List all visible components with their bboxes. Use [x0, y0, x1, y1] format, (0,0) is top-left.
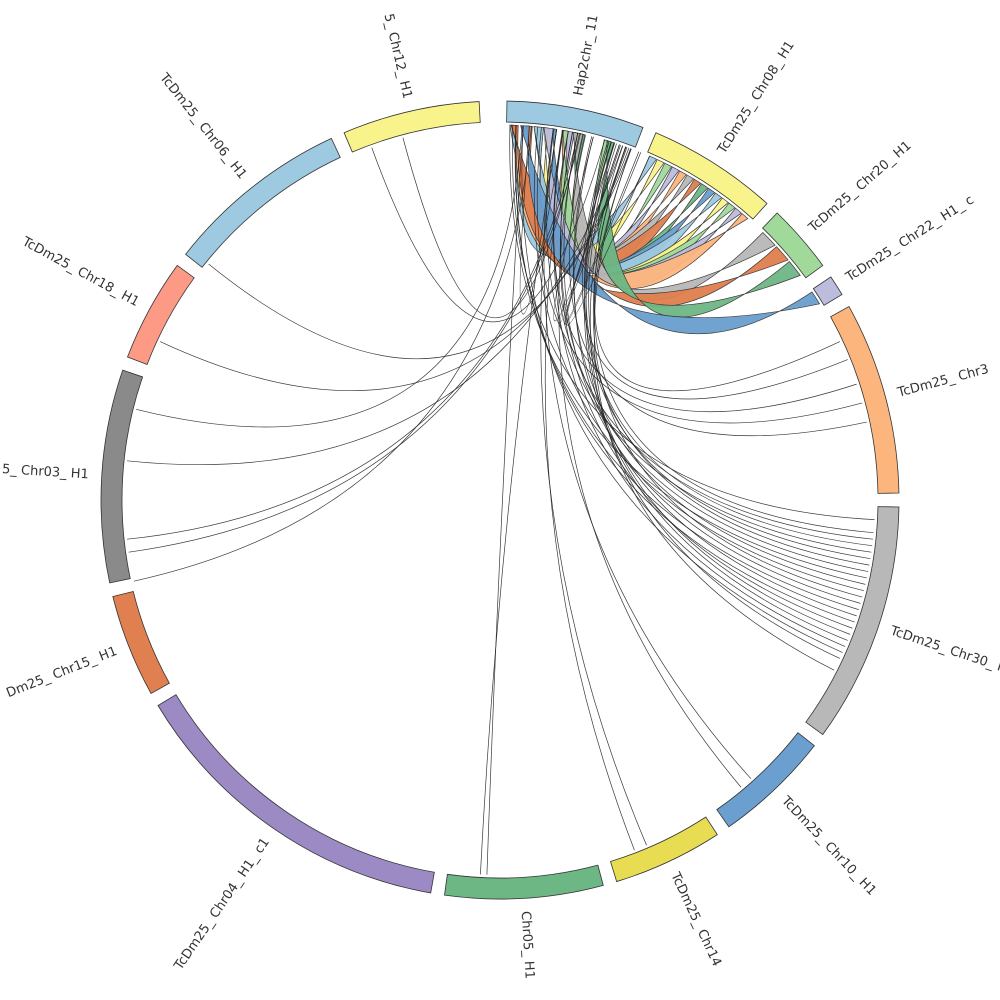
link-line: [480, 129, 558, 875]
link-line: [560, 132, 869, 572]
label-tcdm25-chr10-h1: TcDm25_ Chr10_ H1: [777, 793, 878, 899]
link-line: [208, 148, 631, 359]
link-line: [583, 141, 871, 560]
link-line: [509, 125, 867, 579]
segment-chr05-h1: [444, 864, 604, 900]
link-line: [569, 134, 867, 436]
link-line: [133, 126, 532, 582]
link-line: [592, 146, 863, 598]
segment-5-chr12-h1: [343, 101, 481, 153]
link-line: [581, 140, 848, 400]
chromosome-ring: [100, 100, 900, 900]
link-layer: [127, 124, 875, 875]
segment-tcdm25-chr04-h1-c1: [157, 694, 435, 894]
label-dm25-chr15-h1: Dm25_ Chr15_ H1: [4, 644, 119, 701]
segment-tcdm25-chr10-h1: [716, 732, 815, 828]
link-line: [371, 139, 606, 323]
link-line: [136, 125, 523, 428]
label-tcdm25-chr06-h1: TcDm25_ Chr06_ H1: [156, 70, 250, 182]
segment-tcdm25-chr14: [610, 816, 718, 883]
segment-dm25-chr15-h1: [112, 590, 170, 694]
label-tcdm25-chr18-h1: TcDm25_ Chr18_ H1: [19, 234, 142, 310]
link-line: [515, 125, 855, 623]
link-line: [534, 126, 864, 592]
label-5-chr03-h1: 5_ Chr03_ H1: [2, 462, 90, 482]
label-tcdm25-chr3: TcDm25_ Chr3: [895, 362, 990, 401]
link-line: [128, 133, 581, 553]
link-line: [127, 133, 579, 540]
label-tcdm25-chr14: TcDm25_ Chr14: [667, 869, 724, 969]
segment-tcdm25-chr18-h1: [126, 264, 195, 366]
link-line: [572, 136, 866, 585]
link-ribbon: [520, 125, 821, 335]
link-line: [573, 136, 857, 617]
link-line: [558, 133, 742, 788]
label-tcdm25-chr30-h: TcDm25_ Chr30_ H: [887, 623, 1000, 676]
segment-tcdm25-chr20-h1: [762, 212, 824, 279]
label-tcdm25-chr22-h1-c: TcDm25_ Chr22_ H1_ c: [843, 193, 977, 286]
link-line: [589, 145, 841, 659]
link-line: [585, 142, 851, 635]
label-chr05-h1: Chr05_ H1: [518, 911, 537, 980]
segment-5-chr03-h1: [100, 369, 144, 584]
link-line: [544, 131, 635, 851]
segment-tcdm25-chr30-h: [805, 506, 900, 736]
segment-tcdm25-chr06-h1: [185, 137, 341, 268]
label-5-chr12-h1: 5_ Chr12_ H1: [380, 12, 414, 100]
label-tcdm25-chr08-h1: TcDm25_ Chr08_ H1: [715, 38, 798, 157]
segment-tcdm25-chr3: [830, 306, 900, 494]
link-line: [594, 148, 841, 392]
segment-tcdm25-chr08-h1: [647, 132, 768, 220]
link-line: [159, 147, 630, 392]
segment-tcdm25-chr22-h1-c: [812, 276, 843, 306]
label-hap2chr-11: Hap2chr_ 11: [571, 13, 601, 97]
segment-hap2chr-11: [506, 100, 644, 148]
link-line: [486, 125, 524, 875]
label-tcdm25-chr20-h1: TcDm25_ Chr20_ H1: [805, 138, 914, 236]
link-line: [127, 145, 623, 466]
label-tcdm25-chr04-h1-c1: TcDm25_ Chr04_ H1_ c1: [171, 835, 273, 973]
link-line: [521, 125, 843, 653]
link-line: [593, 148, 835, 671]
link-line: [402, 133, 580, 319]
